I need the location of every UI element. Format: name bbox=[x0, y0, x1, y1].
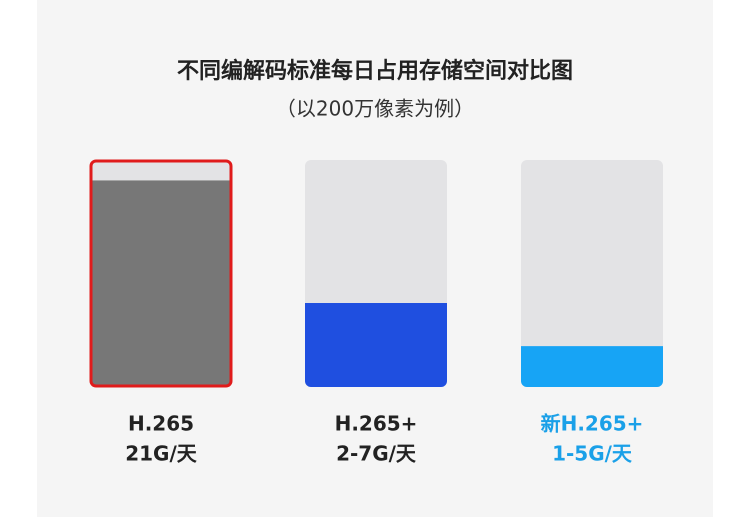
bar bbox=[90, 180, 232, 387]
chart-subtitle: （以200万像素为例） bbox=[276, 97, 474, 121]
bar bbox=[521, 346, 663, 387]
chart-title: 不同编解码标准每日占用存储空间对比图 bbox=[177, 58, 573, 84]
highlight-border bbox=[89, 159, 233, 388]
category-label: H.265+ bbox=[335, 412, 418, 436]
category-label: 新H.265+ bbox=[541, 412, 644, 436]
category-label: H.265 bbox=[128, 412, 194, 436]
bar-container bbox=[521, 160, 663, 387]
value-label: 1-5G/天 bbox=[552, 442, 633, 466]
value-label: 2-7G/天 bbox=[336, 442, 417, 466]
value-label: 21G/天 bbox=[125, 442, 198, 466]
bar bbox=[305, 303, 447, 387]
